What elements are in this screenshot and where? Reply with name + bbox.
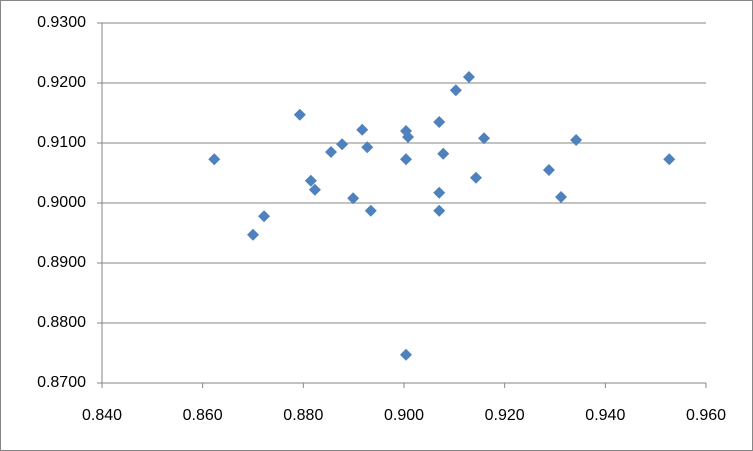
point <box>364 204 377 217</box>
x-tick-label: 0.940 <box>585 407 625 424</box>
point <box>347 192 360 205</box>
x-tick-label: 0.880 <box>283 407 323 424</box>
point <box>449 84 462 97</box>
point <box>663 153 676 166</box>
y-tick-label: 0.8900 <box>37 254 86 271</box>
x-tick-label: 0.860 <box>183 407 223 424</box>
point <box>437 147 450 160</box>
point <box>555 191 568 203</box>
point <box>336 138 349 151</box>
point <box>469 171 482 184</box>
point <box>400 348 413 361</box>
x-tick-label: 0.960 <box>686 407 726 424</box>
x-tick-label: 0.920 <box>485 407 525 424</box>
point <box>258 210 271 223</box>
y-tick-label: 0.8800 <box>37 314 86 331</box>
point <box>400 153 413 166</box>
point <box>308 183 321 196</box>
y-tick-label: 0.8700 <box>37 374 86 391</box>
point <box>433 116 446 128</box>
x-tick-label: 0.900 <box>384 407 424 424</box>
y-tick-label: 0.9200 <box>37 74 86 91</box>
point <box>361 141 374 154</box>
point <box>570 134 583 146</box>
point <box>433 204 446 217</box>
point <box>293 108 306 121</box>
point <box>304 174 317 187</box>
point <box>208 153 221 166</box>
y-tick-label: 0.9100 <box>37 134 86 151</box>
point <box>247 228 259 241</box>
point <box>462 71 475 83</box>
point <box>433 186 446 199</box>
x-tick-label: 0.840 <box>82 407 122 424</box>
point <box>325 146 338 158</box>
point <box>542 164 555 176</box>
y-tick-label: 0.9300 <box>37 14 86 31</box>
point <box>402 131 415 143</box>
point <box>478 132 491 145</box>
y-tick-label: 0.9000 <box>37 194 86 211</box>
point <box>356 123 369 136</box>
